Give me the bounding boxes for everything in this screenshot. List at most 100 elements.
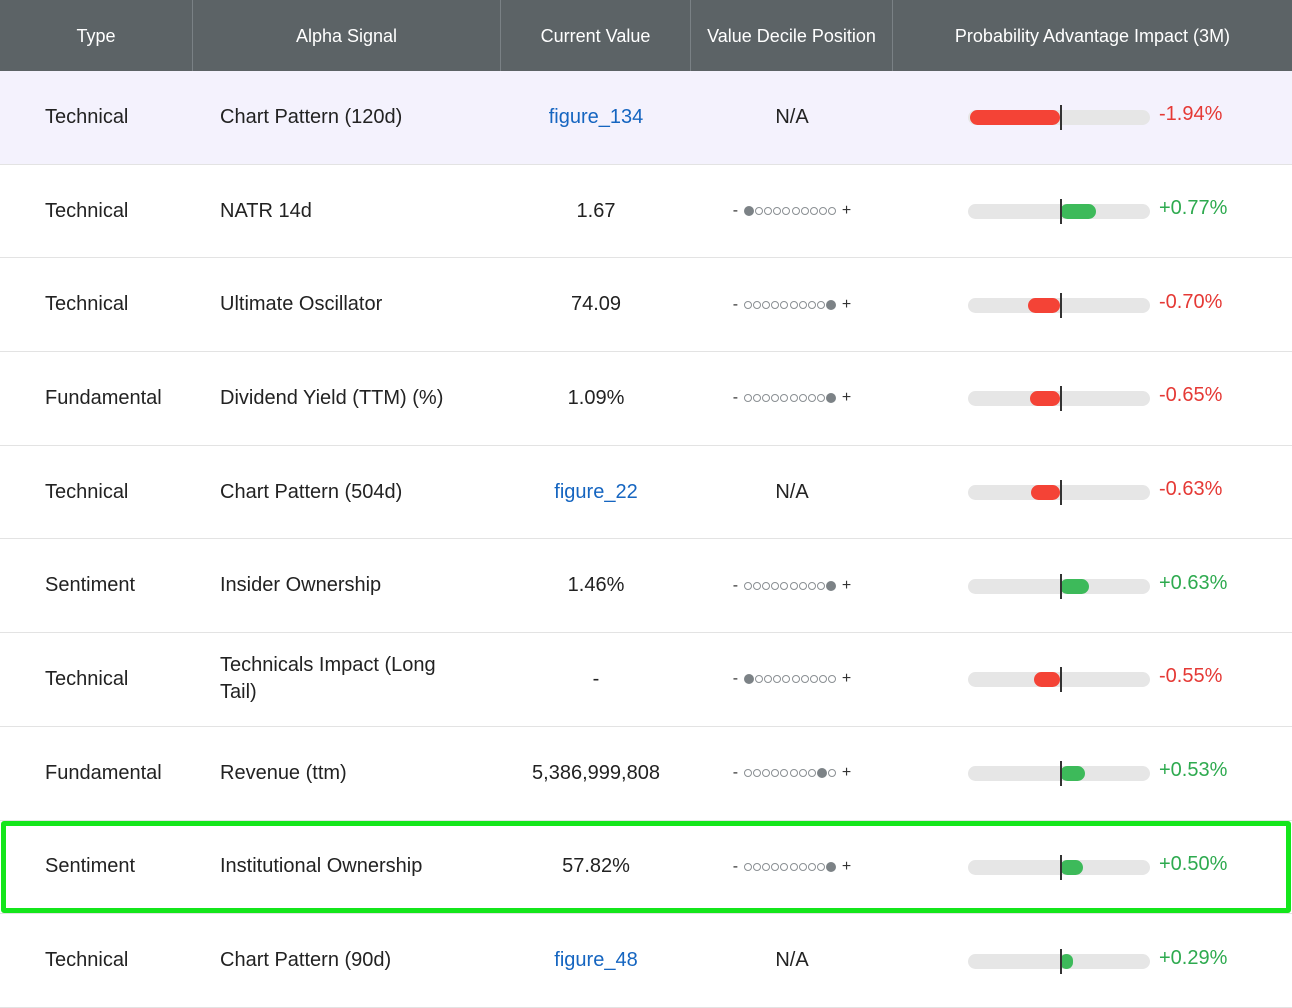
table-row[interactable]: Technical Chart Pattern (120d) figure_134 N… bbox=[0, 71, 1292, 165]
current-value-cell: - bbox=[501, 633, 691, 726]
decile-dot-active bbox=[817, 768, 828, 779]
decile-plus-label: + bbox=[841, 857, 852, 875]
decile-cell: - + bbox=[691, 821, 893, 914]
signal-type: Technical bbox=[45, 293, 129, 316]
column-header-value-decile[interactable]: Value Decile Position bbox=[691, 0, 893, 71]
decile-dot bbox=[798, 769, 807, 778]
impact-cell: -0.63% bbox=[893, 446, 1292, 539]
decile-dots bbox=[743, 580, 837, 591]
current-value-cell: 57.82% bbox=[501, 821, 691, 914]
decile-dot bbox=[771, 769, 780, 778]
decile-dot bbox=[780, 862, 789, 871]
decile-dot bbox=[780, 300, 789, 309]
current-value: - bbox=[592, 667, 600, 690]
table-row[interactable]: Technical NATR 14d 1.67- + +0.77% bbox=[0, 165, 1292, 259]
impact-bar-negative bbox=[1027, 297, 1060, 313]
chart-pattern-link[interactable]: figure_48 bbox=[554, 949, 638, 972]
decile-dot-active bbox=[743, 674, 754, 685]
table-row[interactable]: Fundamental Revenue (ttm) 5,386,999,808- + +… bbox=[0, 727, 1292, 821]
impact-bar-track bbox=[968, 480, 1150, 506]
impact-bar-positive bbox=[1060, 859, 1084, 875]
decile-dot bbox=[762, 862, 771, 871]
signal-type: Sentiment bbox=[45, 574, 136, 597]
impact-bar-track bbox=[968, 667, 1150, 693]
decile-dot bbox=[800, 675, 809, 684]
decile-dot bbox=[807, 581, 816, 590]
decile-dot bbox=[743, 394, 752, 403]
impact-bar-track bbox=[968, 105, 1150, 131]
impact-bar-track bbox=[968, 854, 1150, 880]
decile-dot-active bbox=[826, 299, 837, 310]
current-value-cell: 5,386,999,808 bbox=[501, 727, 691, 820]
impact-percentage: -0.63% bbox=[1159, 478, 1223, 501]
column-header-probability-impact[interactable]: Probability Advantage Impact (3M) bbox=[954, 25, 1231, 46]
decile-cell: - + bbox=[691, 352, 893, 445]
impact-cell: -1.94% bbox=[893, 71, 1292, 164]
decile-dot bbox=[798, 862, 807, 871]
impact-bar-negative bbox=[970, 110, 1060, 126]
impact-percentage: +0.77% bbox=[1159, 197, 1228, 220]
signal-name: Chart Pattern (90d) bbox=[220, 949, 392, 972]
decile-dot bbox=[798, 394, 807, 403]
decile-dot bbox=[809, 675, 818, 684]
impact-bar-center-line bbox=[1060, 105, 1062, 131]
decile-dot bbox=[771, 862, 780, 871]
current-value-cell: 1.09% bbox=[501, 352, 691, 445]
impact-percentage: +0.53% bbox=[1159, 759, 1228, 782]
decile-dots bbox=[743, 299, 837, 310]
decile-plus-label: + bbox=[841, 389, 852, 407]
impact-percentage: +0.29% bbox=[1159, 946, 1228, 969]
column-header-current-value[interactable]: Current Value bbox=[501, 0, 691, 71]
chart-pattern-link[interactable]: figure_134 bbox=[548, 105, 644, 128]
decile-minus-label: - bbox=[732, 670, 739, 688]
decile-indicator: - + bbox=[728, 389, 857, 407]
impact-percentage: +0.63% bbox=[1159, 571, 1228, 594]
decile-dot bbox=[764, 675, 773, 684]
decile-dot bbox=[771, 394, 780, 403]
decile-dot bbox=[819, 207, 828, 216]
table-row[interactable]: Technical Chart Pattern (504d) figure_22 N/… bbox=[0, 446, 1292, 540]
signal-type: Sentiment bbox=[45, 855, 136, 878]
decile-dot bbox=[817, 394, 826, 403]
decile-minus-label: - bbox=[732, 576, 739, 594]
decile-dot bbox=[789, 581, 798, 590]
impact-cell: +0.63% bbox=[893, 539, 1292, 632]
impact-bar-center-line bbox=[1060, 948, 1062, 974]
current-value: 1.46% bbox=[567, 574, 625, 597]
impact-percentage: +0.50% bbox=[1159, 853, 1228, 876]
decile-dot bbox=[754, 207, 763, 216]
decile-dot bbox=[764, 207, 773, 216]
decile-dot-active bbox=[826, 861, 837, 872]
impact-bar-track bbox=[968, 948, 1150, 974]
column-header-alpha-signal[interactable]: Alpha Signal bbox=[193, 0, 501, 71]
current-value: 5,386,999,808 bbox=[532, 761, 660, 784]
table-row[interactable]: Sentiment Institutional Ownership 57.82% - +… bbox=[0, 820, 1292, 915]
decile-dot bbox=[817, 581, 826, 590]
decile-dot bbox=[762, 394, 771, 403]
table-row[interactable]: Technical Technicals Impact (Long Tail) - -… bbox=[0, 633, 1292, 727]
impact-bar-negative bbox=[1029, 391, 1060, 407]
impact-bar-center-line bbox=[1060, 573, 1062, 599]
table-row[interactable]: Technical Ultimate Oscillator 74.09- + -0.70… bbox=[0, 258, 1292, 353]
impact-bar-center-line bbox=[1060, 386, 1062, 412]
decile-minus-label: - bbox=[732, 202, 739, 220]
current-value: 1.67 bbox=[576, 199, 616, 222]
decile-dot bbox=[789, 769, 798, 778]
decile-dot-active bbox=[826, 580, 837, 591]
signal-name: Dividend Yield (TTM) (%) bbox=[220, 386, 444, 409]
decile-dot bbox=[743, 300, 752, 309]
decile-dot bbox=[743, 862, 752, 871]
table-row[interactable]: Sentiment Insider Ownership 1.46% - + +0.63% bbox=[0, 539, 1292, 634]
table-row[interactable]: Technical Chart Pattern (90d) figure_48 N/A… bbox=[0, 914, 1292, 1008]
chart-pattern-link[interactable]: figure_22 bbox=[554, 480, 638, 503]
column-header-type[interactable]: Type bbox=[0, 0, 193, 71]
signal-name: Chart Pattern (120d) bbox=[220, 105, 403, 128]
decile-dot bbox=[752, 769, 761, 778]
decile-minus-label: - bbox=[732, 764, 739, 782]
decile-dot bbox=[780, 769, 789, 778]
signal-type: Technical bbox=[45, 667, 129, 690]
decile-cell: - + bbox=[691, 258, 893, 351]
impact-bar-positive bbox=[1060, 204, 1096, 220]
decile-plus-label: + bbox=[841, 670, 852, 688]
table-row[interactable]: Fundamental Dividend Yield (TTM) (%) 1.09%… bbox=[0, 352, 1292, 446]
